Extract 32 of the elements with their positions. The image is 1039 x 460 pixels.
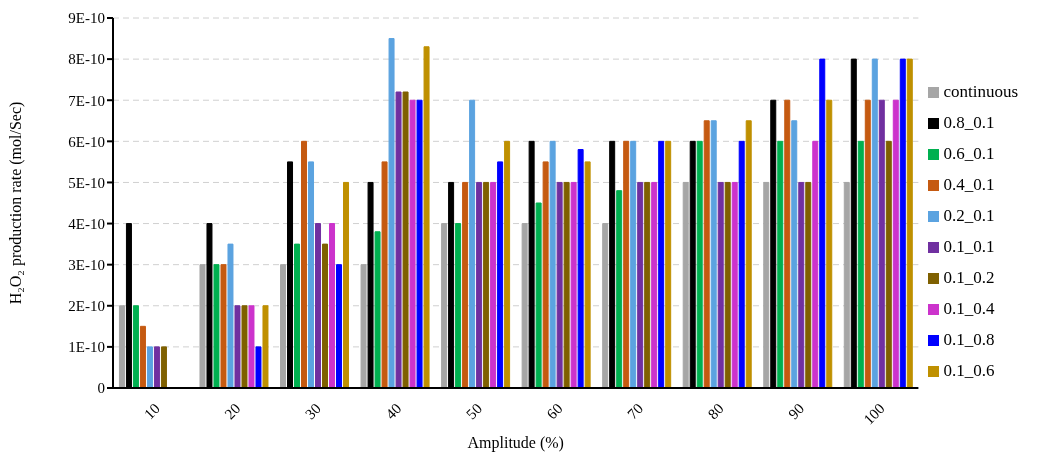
legend-label: 0.1_0.2 (943, 267, 995, 287)
y-tick-label: 5E-10 (68, 174, 105, 191)
x-tick-label: 80 (704, 400, 727, 423)
y-tick-label: 9E-10 (68, 10, 105, 27)
legend-label: 0.8_0.1 (943, 112, 995, 132)
y-tick-label: 8E-10 (68, 51, 105, 68)
x-tick-label: 40 (382, 400, 405, 423)
y-axis-title: H₂O₂ production rate (mol/Sec) (6, 101, 25, 305)
legend-label: 0.6_0.1 (943, 143, 995, 163)
y-tick-label: 7E-10 (68, 92, 105, 109)
x-tick-label: 30 (302, 400, 324, 423)
y-tick-label: 0 (97, 380, 105, 397)
legend-label: 0.1_0.6 (943, 360, 995, 380)
x-tick-label: 20 (221, 400, 244, 423)
legend-label: 0.1_0.4 (943, 298, 995, 318)
y-tick-label: 3E-10 (68, 256, 105, 273)
x-tick-label: 70 (624, 400, 647, 423)
legend-label: 0.4_0.1 (943, 174, 995, 194)
x-tick-label: 60 (543, 400, 566, 423)
legend-label: 0.1_0.8 (943, 329, 995, 349)
y-tick-label: 2E-10 (68, 298, 105, 315)
x-axis-title: Amplitude (%) (467, 434, 564, 452)
y-tick-label: 4E-10 (68, 215, 105, 232)
x-tick-label: 100 (860, 400, 888, 428)
legend-label: 0.1_0.1 (943, 236, 995, 256)
y-tick-label: 6E-10 (68, 133, 105, 150)
legend-label: 0.2_0.1 (943, 205, 995, 225)
x-tick-label: 50 (463, 400, 486, 423)
x-tick-label: 10 (141, 400, 163, 423)
y-tick-label: 1E-10 (68, 339, 105, 356)
legend-label: continuous (943, 81, 1018, 101)
x-tick-label: 90 (785, 400, 808, 423)
